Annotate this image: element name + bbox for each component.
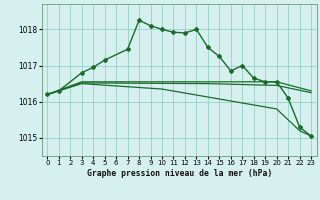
X-axis label: Graphe pression niveau de la mer (hPa): Graphe pression niveau de la mer (hPa) bbox=[87, 169, 272, 178]
